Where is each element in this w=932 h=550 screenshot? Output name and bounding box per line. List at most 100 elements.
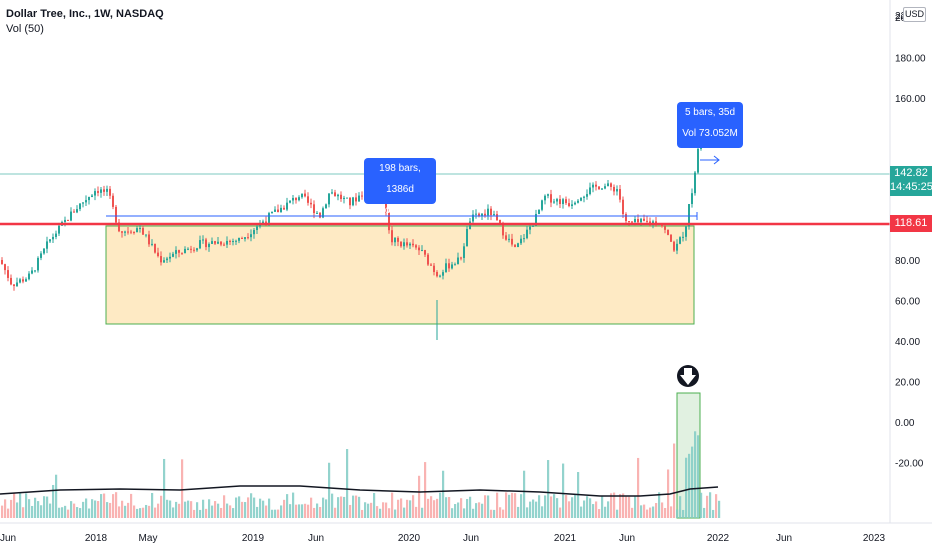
volume-bar [709, 492, 712, 518]
volume-bar [697, 435, 700, 518]
time-axis: Jun 2018 May 2019 Jun 2020 Jun 2021 Jun 2022 Jun 20… [0, 533, 886, 544]
candle-body [448, 263, 450, 269]
candle-body [574, 202, 576, 205]
price-axis: 200.00180.00160.00120.00100.0080.0060.00… [895, 11, 926, 470]
candle-body [130, 231, 132, 233]
volume-bar [460, 498, 463, 518]
volume-bar [466, 499, 469, 518]
volume-bar [532, 499, 535, 518]
candle-body [556, 199, 558, 202]
candle-body [592, 184, 594, 188]
candle-body [352, 197, 354, 206]
candle-body [667, 229, 669, 235]
volume-bar [274, 509, 277, 518]
volume-bar [421, 507, 424, 518]
volume-bar [196, 502, 199, 518]
volume-bar [25, 493, 28, 518]
symbol-title[interactable]: Dollar Tree, Inc., 1W, NASDAQ [6, 8, 164, 20]
volume-bar [319, 506, 322, 518]
candle-body [175, 250, 177, 254]
volume-bar [364, 502, 367, 518]
breakout-measure-arrow[interactable] [700, 155, 720, 165]
candle-body [184, 248, 186, 254]
volume-bar [547, 460, 550, 518]
currency-button[interactable]: USD [903, 7, 926, 22]
volume-bar [613, 492, 616, 518]
candle-body [424, 250, 426, 255]
candle-body [631, 221, 633, 223]
candle-body [544, 195, 546, 201]
volume-bar [103, 493, 106, 518]
candle-body [637, 219, 639, 223]
candle-body [499, 219, 501, 224]
volume-bar [625, 496, 628, 518]
volume-bar [373, 492, 376, 518]
candle-body [151, 243, 153, 245]
candle-body [136, 228, 138, 233]
volume-bar [442, 470, 445, 518]
candle-body [22, 279, 24, 282]
candle-body [529, 226, 531, 230]
candle-body [229, 240, 231, 242]
volume-bar [619, 494, 622, 518]
volume-bar [478, 502, 481, 518]
candle-body [67, 219, 69, 221]
candle-body [106, 188, 108, 192]
candle-body [652, 221, 654, 224]
volume-bar [55, 474, 58, 518]
candle-body [43, 248, 45, 254]
volume-bar [310, 497, 313, 518]
volume-bar [10, 499, 13, 518]
candle-body [445, 263, 447, 273]
volume-bar [67, 509, 70, 518]
volume-bar [226, 503, 229, 518]
volume-indicator-label[interactable]: Vol (50) [6, 23, 44, 35]
candle-body [142, 227, 144, 235]
candle-body [52, 236, 54, 240]
range-measure-bars: 198 bars, 1386d [379, 163, 421, 195]
range-measure-label[interactable]: 198 bars, 1386d Vol 2.64B [364, 158, 436, 216]
volume-bar [499, 507, 502, 518]
price-axis-label: 0.00 [895, 418, 915, 429]
volume-bar [475, 503, 478, 518]
volume-bar [1, 505, 4, 518]
volume-bar [157, 503, 160, 518]
time-axis-label: 2019 [242, 533, 265, 544]
breakout-measure-label[interactable]: 5 bars, 35d Vol 73.052M [677, 102, 743, 148]
volume-bar [121, 500, 124, 518]
candle-body [112, 195, 114, 207]
candle-body [283, 207, 285, 210]
candle-body [46, 241, 48, 249]
volume-bar [607, 501, 610, 518]
candle-body [442, 272, 444, 276]
candle-body [613, 186, 615, 192]
volume-bar [400, 498, 403, 518]
candle-body [412, 243, 414, 246]
candle-body [253, 230, 255, 235]
volume-bar [289, 504, 292, 518]
candle-body [97, 191, 99, 193]
candle-body [334, 192, 336, 197]
volume-bar [454, 504, 457, 518]
volume-bar [118, 506, 121, 518]
candle-body [682, 236, 684, 238]
candle-body [616, 189, 618, 192]
candle-body [505, 235, 507, 240]
price-axis-label: 160.00 [895, 94, 926, 105]
volume-bar [355, 495, 358, 518]
candle-body [466, 228, 468, 247]
candle-body [496, 214, 498, 220]
volume-bar [583, 500, 586, 518]
volume-bar [229, 505, 232, 518]
consolidation-range-box[interactable] [105, 225, 695, 325]
volume-bar [505, 492, 508, 518]
candle-body [304, 193, 306, 197]
volume-bar [463, 508, 466, 518]
volume-bar [403, 507, 406, 518]
volume-bar [283, 499, 286, 518]
candlestick-series [1, 131, 720, 291]
candle-body [394, 237, 396, 243]
volume-bar [358, 496, 361, 518]
volume-bar [682, 509, 685, 518]
